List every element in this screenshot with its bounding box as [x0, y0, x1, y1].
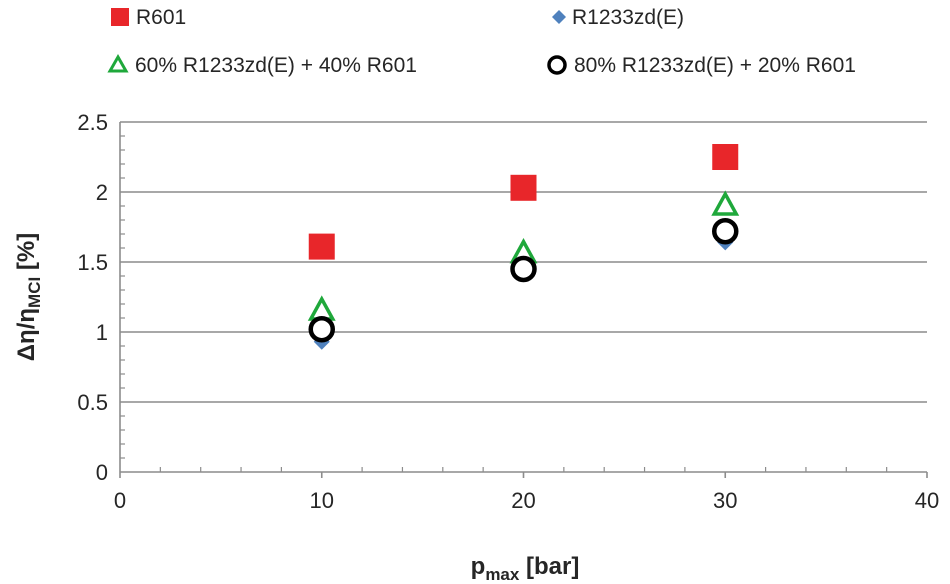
- series-1: [308, 144, 739, 260]
- data-point-circle-open-2: [510, 255, 537, 283]
- legend-item-2: R1233zd(E): [552, 6, 684, 29]
- y-tick-label: 0.5: [77, 390, 108, 415]
- legend-label: R1233zd(E): [572, 6, 684, 29]
- x-tick-label: 30: [713, 488, 737, 513]
- x-axis-title-sub: max: [485, 565, 520, 584]
- y-tick-label: 2.5: [77, 110, 108, 135]
- y-tick-label: 1: [96, 320, 108, 345]
- x-axis-title-main: p: [471, 553, 486, 580]
- x-tick-label: 10: [310, 488, 334, 513]
- legend-marker-square: [111, 8, 129, 26]
- x-tick-label: 0: [114, 488, 126, 513]
- x-tick-labels: 0 10 20 30 40: [114, 488, 939, 513]
- legend-label: 80% R1233zd(E) + 20% R601: [574, 54, 856, 77]
- data-point-circle-open-3: [712, 217, 739, 245]
- legend-label: R601: [136, 6, 186, 29]
- legend-item-4: 80% R1233zd(E) + 20% R601: [547, 54, 856, 77]
- legend-item-3: 60% R1233zd(E) + 40% R601: [107, 53, 417, 77]
- data-point-square-1: [308, 233, 335, 260]
- data-point-square-2: [510, 174, 537, 201]
- y-tick-label: 0: [96, 460, 108, 485]
- data-point-circle-open-1: [308, 315, 335, 343]
- y-axis-title-unit: [%]: [13, 233, 40, 277]
- y-axis-title-main: Δη/η: [13, 308, 40, 361]
- x-axis-title-unit: [bar]: [519, 553, 579, 580]
- y-tick-label: 1.5: [77, 250, 108, 275]
- series-4: [308, 217, 739, 343]
- x-tick-label: 20: [511, 488, 535, 513]
- legend-marker-triangle: [107, 53, 129, 73]
- y-axis-title: Δη/ηMCI [%]: [13, 233, 44, 361]
- legend-label: 60% R1233zd(E) + 40% R601: [135, 54, 417, 77]
- legend-item-1: R601: [111, 6, 186, 29]
- legend-marker-diamond: [552, 10, 566, 24]
- y-tick-label: 2: [96, 180, 108, 205]
- y-axis-title-sub: MCI: [25, 277, 44, 308]
- x-tick-label: 40: [915, 488, 939, 513]
- data-points: [307, 144, 740, 350]
- y-tick-labels: 0 0.5 1 1.5 2 2.5: [77, 110, 108, 485]
- legend-marker-circle: [547, 55, 567, 75]
- legend: R601 R1233zd(E) 60% R1233zd(E) + 40% R601 8…: [107, 6, 856, 77]
- data-point-square-3: [712, 144, 739, 170]
- x-axis-title: pmax [bar]: [471, 553, 580, 584]
- axes: [119, 122, 928, 478]
- data-point-triangle-open-3: [711, 190, 740, 216]
